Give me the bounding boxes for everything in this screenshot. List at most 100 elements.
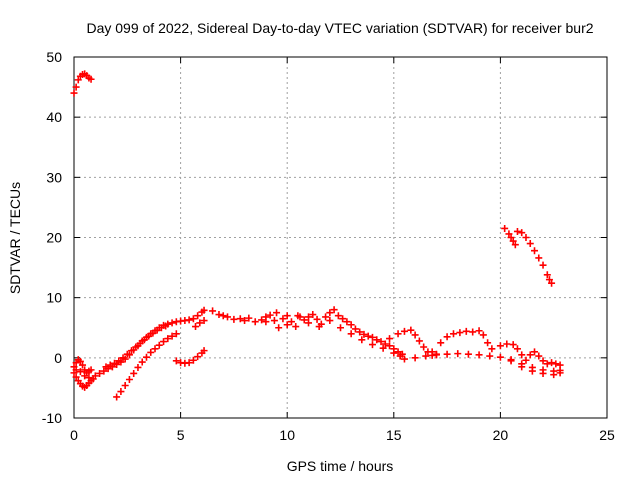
- series-late-cluster: [496, 340, 564, 379]
- data-point: [309, 311, 317, 319]
- data-point: [358, 336, 366, 344]
- data-point: [305, 313, 313, 321]
- data-point: [283, 312, 291, 320]
- data-point: [147, 348, 155, 356]
- series-late-spike: [501, 224, 556, 287]
- data-point: [415, 337, 423, 345]
- data-point: [128, 347, 136, 355]
- data-point: [313, 315, 321, 323]
- data-point: [507, 357, 515, 365]
- data-point: [343, 318, 351, 326]
- data-point: [224, 313, 232, 321]
- data-point: [556, 361, 564, 369]
- data-point: [548, 279, 556, 287]
- data-point: [539, 369, 547, 377]
- data-point: [394, 348, 402, 356]
- data-point: [531, 348, 539, 356]
- data-point: [283, 321, 291, 329]
- data-point: [501, 224, 509, 232]
- data-point: [87, 75, 95, 83]
- data-point: [79, 361, 87, 369]
- data-point: [270, 317, 278, 325]
- data-point: [377, 338, 385, 346]
- data-point: [172, 357, 180, 365]
- x-tick-label: 5: [177, 427, 185, 443]
- data-point: [422, 352, 430, 360]
- data-point: [185, 316, 193, 324]
- data-point: [315, 323, 323, 331]
- series-mid-arc: [172, 317, 208, 367]
- data-point: [509, 237, 517, 245]
- series-day-band: [209, 306, 406, 358]
- data-point: [373, 336, 381, 344]
- data-point: [432, 351, 440, 359]
- data-point: [381, 340, 389, 348]
- data-point: [411, 331, 419, 339]
- data-point: [160, 338, 168, 346]
- data-point: [111, 359, 119, 367]
- data-point: [390, 349, 398, 357]
- data-point: [548, 359, 556, 367]
- data-point: [273, 309, 281, 317]
- data-point: [394, 330, 402, 338]
- data-point: [123, 350, 131, 358]
- y-tick-label: 20: [46, 230, 62, 246]
- data-point: [420, 343, 428, 351]
- data-point: [100, 367, 108, 375]
- data-point: [140, 336, 148, 344]
- data-point: [484, 339, 492, 347]
- data-point: [454, 350, 462, 358]
- data-point: [535, 254, 543, 262]
- data-point: [294, 312, 302, 320]
- data-point: [396, 352, 404, 360]
- series-steep-rise: [113, 330, 180, 401]
- data-point: [518, 351, 526, 359]
- data-point: [151, 345, 159, 353]
- data-points: [70, 70, 564, 401]
- data-point: [322, 313, 330, 321]
- data-point: [443, 350, 451, 358]
- data-point: [72, 366, 80, 374]
- data-point: [511, 241, 519, 249]
- data-point: [85, 374, 93, 382]
- data-point: [185, 359, 193, 367]
- data-point: [411, 354, 419, 362]
- y-axis-ticks: -10 0 10 20 30 40 50: [42, 49, 607, 426]
- data-point: [196, 319, 204, 327]
- data-point: [449, 330, 457, 338]
- data-point: [526, 351, 534, 359]
- y-tick-label: 30: [46, 169, 62, 185]
- data-point: [200, 306, 208, 314]
- data-point: [96, 369, 104, 377]
- data-point: [503, 340, 511, 348]
- x-tick-label: 0: [70, 427, 78, 443]
- data-point: [356, 328, 364, 336]
- data-point: [121, 382, 129, 390]
- data-point: [386, 335, 394, 343]
- data-point: [192, 323, 200, 331]
- data-point: [76, 368, 84, 376]
- data-point: [550, 371, 558, 379]
- data-point: [535, 352, 543, 360]
- data-point: [486, 352, 494, 360]
- data-point: [72, 373, 80, 381]
- data-point: [157, 324, 165, 332]
- data-point: [200, 317, 208, 325]
- data-point: [522, 356, 530, 364]
- data-point: [386, 342, 394, 350]
- data-point: [142, 353, 150, 361]
- series-rising-band: [91, 306, 208, 380]
- data-point: [91, 372, 99, 380]
- x-tick-label: 15: [386, 427, 402, 443]
- data-point: [106, 361, 114, 369]
- data-point: [230, 315, 238, 323]
- data-point: [351, 325, 359, 333]
- data-point: [168, 319, 176, 327]
- data-point: [347, 330, 355, 338]
- data-point: [364, 332, 372, 340]
- data-point: [172, 330, 180, 338]
- data-point: [479, 331, 487, 339]
- data-point: [125, 375, 133, 383]
- data-point: [522, 234, 530, 241]
- data-point: [326, 309, 334, 317]
